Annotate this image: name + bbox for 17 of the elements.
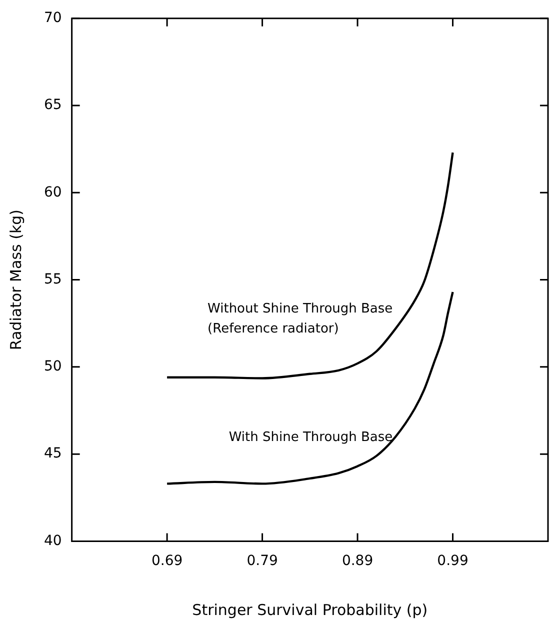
x-tick-label: 0.79 bbox=[246, 553, 278, 570]
x-tick-label: 0.69 bbox=[151, 553, 183, 570]
y-tick-label: 40 bbox=[44, 532, 62, 549]
y-tick-label: 55 bbox=[44, 271, 62, 288]
x-tick-label: 0.89 bbox=[342, 553, 374, 570]
y-tick-label: 65 bbox=[44, 97, 62, 114]
x-tick-label: 0.99 bbox=[437, 553, 468, 570]
y-tick-label: 60 bbox=[44, 184, 62, 200]
line-series bbox=[166, 290, 454, 485]
x-axis-title: Stringer Survival Probability (p) bbox=[192, 600, 428, 619]
y-tick-label: 45 bbox=[44, 446, 62, 462]
y-tick-label: 70 bbox=[44, 10, 62, 26]
line-series bbox=[166, 151, 454, 380]
y-tick-label: 50 bbox=[44, 358, 62, 375]
y-axis-title: Radiator Mass (kg) bbox=[6, 209, 25, 350]
series-label: With Shine Through Base bbox=[228, 430, 393, 445]
series-label: Without Shine Through Base (Reference radiator) bbox=[208, 302, 393, 337]
